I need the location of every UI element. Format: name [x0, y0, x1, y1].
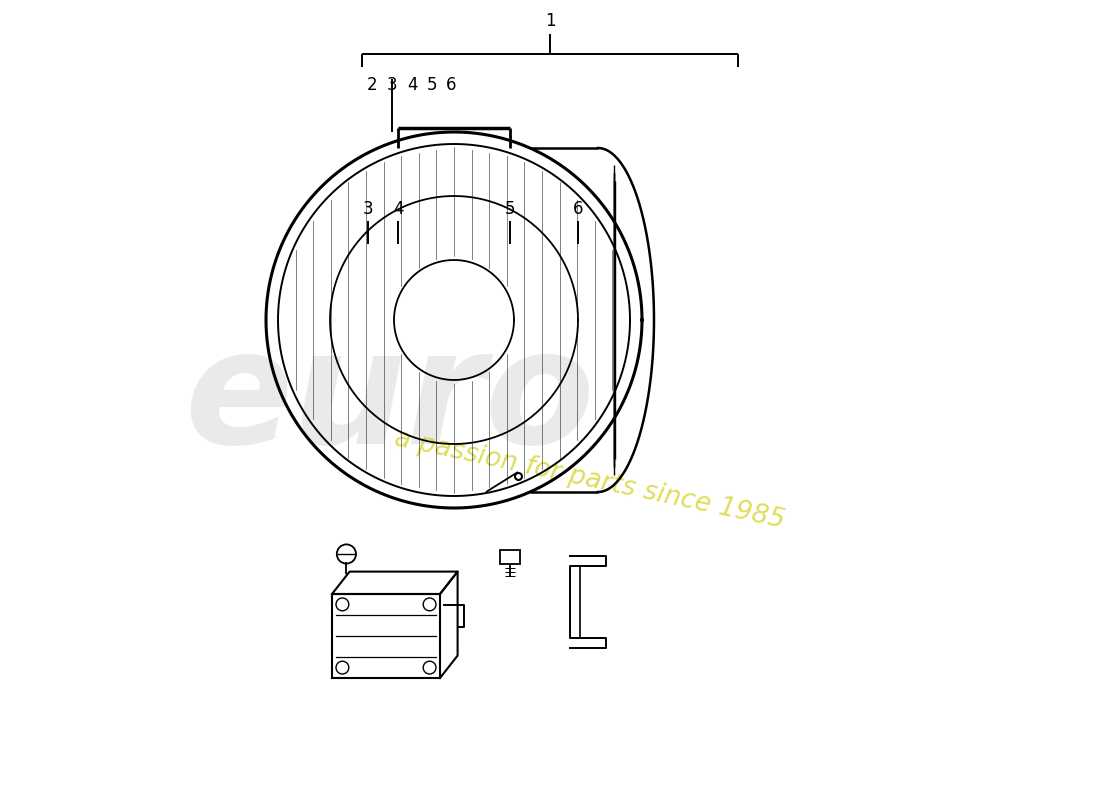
Bar — [499, 550, 520, 564]
Text: 4: 4 — [407, 76, 418, 94]
Text: 4: 4 — [393, 200, 404, 218]
Text: a passion for parts since 1985: a passion for parts since 1985 — [393, 426, 788, 534]
Text: 6: 6 — [573, 200, 583, 218]
Text: 6: 6 — [447, 76, 456, 94]
Text: 5: 5 — [505, 200, 515, 218]
Text: 5: 5 — [427, 76, 438, 94]
Text: 2: 2 — [366, 76, 377, 94]
Text: 1: 1 — [544, 12, 556, 30]
Text: euro: euro — [185, 322, 595, 478]
Text: 3: 3 — [387, 76, 398, 94]
Text: 3: 3 — [362, 200, 373, 218]
